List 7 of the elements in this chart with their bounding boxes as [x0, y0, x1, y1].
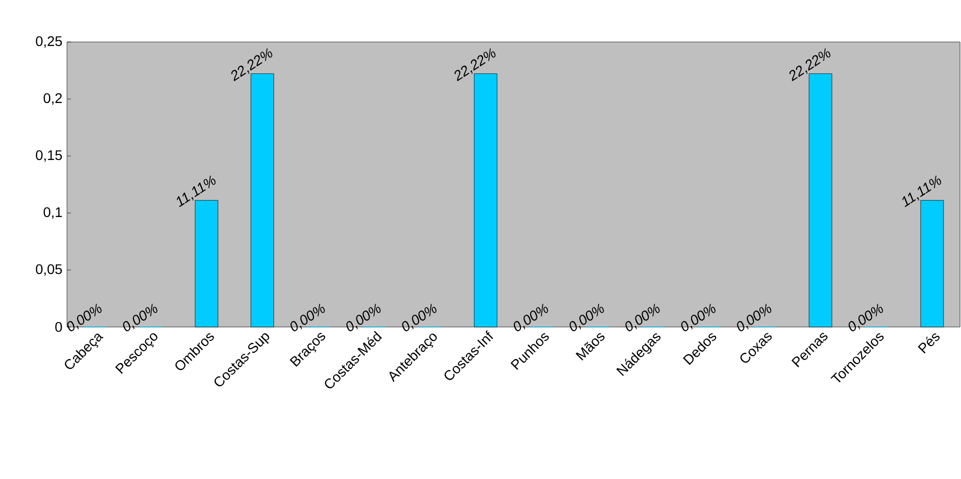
y-tick-label: 0,05 — [36, 264, 62, 276]
y-tick-label: 0,2 — [44, 93, 62, 105]
y-tick-label: 0,15 — [36, 150, 62, 162]
y-tick-label: 0,1 — [44, 207, 62, 219]
x-tick-label: Pés — [918, 333, 940, 354]
y-tick-label: 0,25 — [36, 36, 62, 48]
y-tick-label: 0 — [55, 322, 62, 332]
